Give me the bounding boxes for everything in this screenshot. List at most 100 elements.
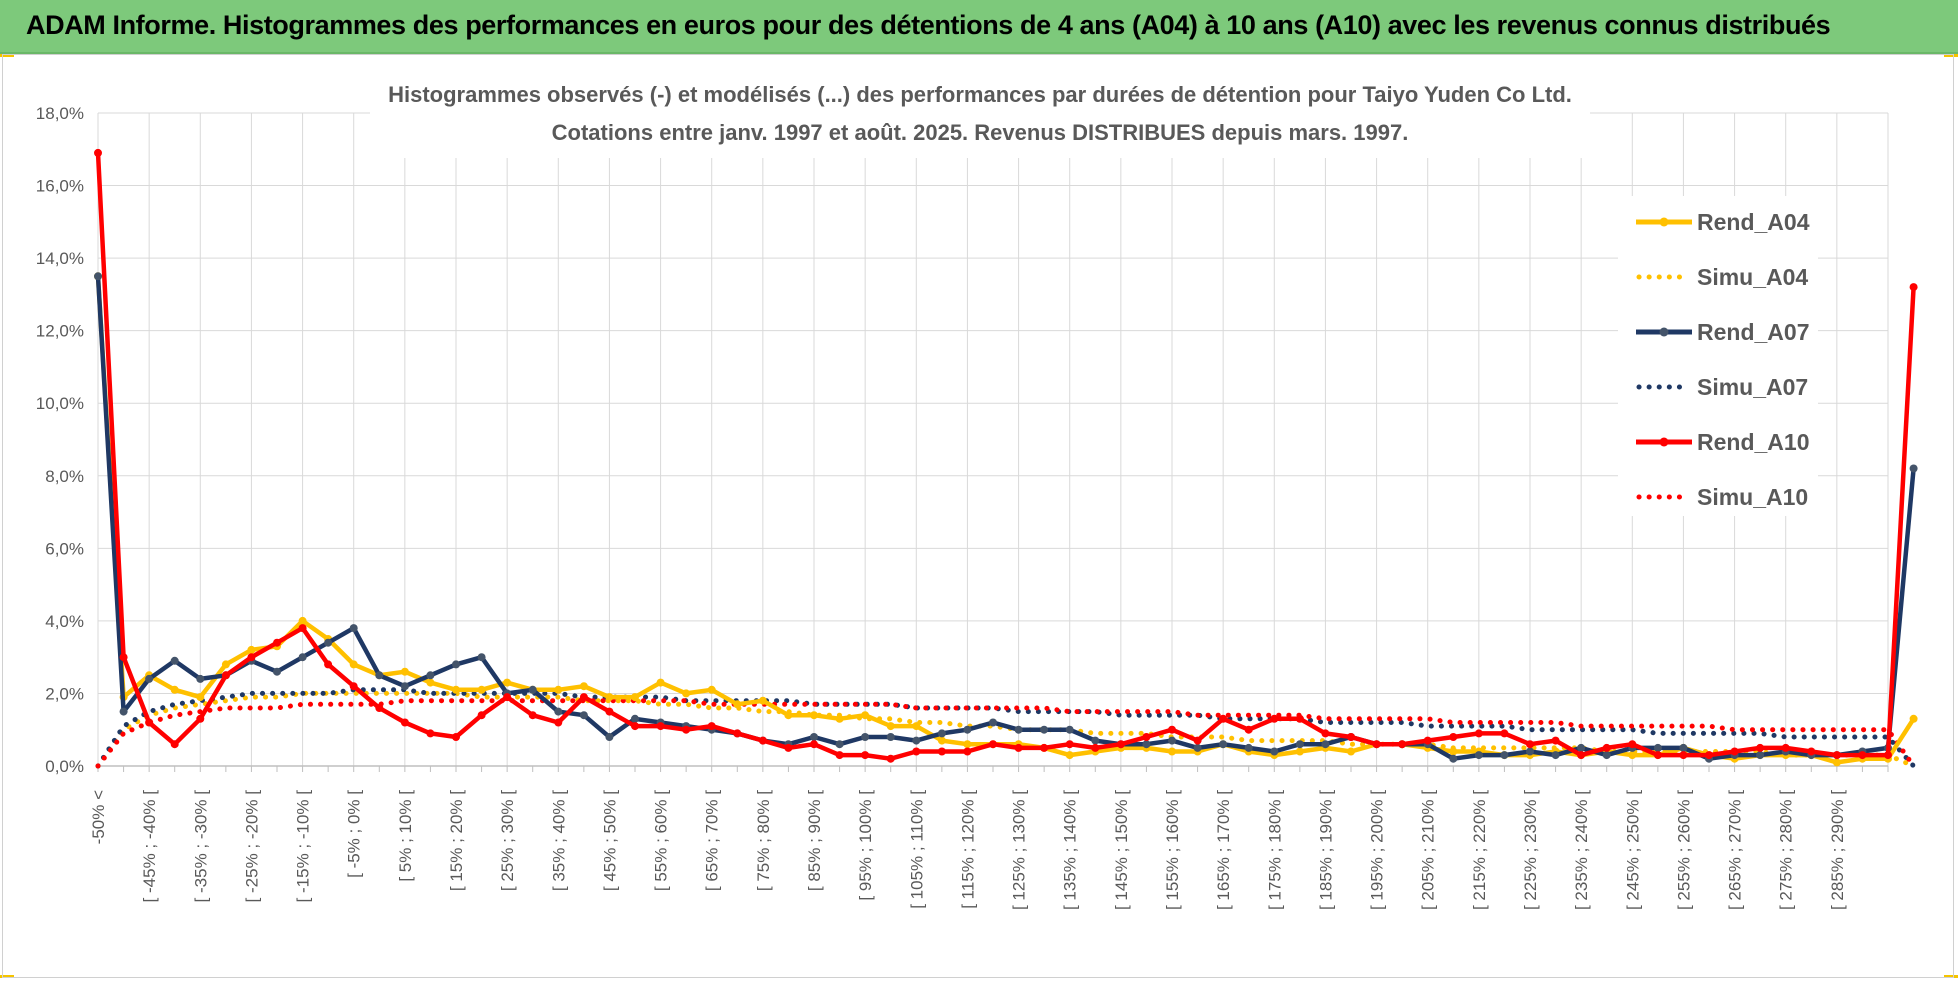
data-point — [784, 743, 793, 752]
legend-label: Rend_A07 — [1697, 319, 1809, 345]
data-point — [1244, 725, 1253, 734]
x-tick-label: [ 175% ; 180% [ — [1265, 790, 1284, 910]
data-point — [349, 624, 358, 633]
x-tick-label: [ 105% ; 110% [ — [907, 790, 926, 909]
series-Rend_A10 — [94, 148, 1918, 763]
data-point — [886, 722, 895, 731]
series-layer — [94, 148, 1918, 769]
data-point — [1116, 740, 1125, 749]
data-point — [452, 685, 460, 694]
data-point — [886, 754, 895, 763]
x-tick-label: [ 195% ; 200% [ — [1368, 790, 1387, 910]
x-tick-label: [ 35% ; 40% [ — [549, 790, 568, 891]
data-point — [1321, 729, 1330, 738]
data-point — [656, 722, 665, 731]
data-point — [196, 714, 205, 723]
corner-mark-top-right — [1944, 54, 1958, 57]
data-point — [503, 678, 512, 687]
data-point — [1858, 751, 1867, 760]
legend-marker — [1659, 327, 1669, 337]
data-point — [554, 685, 563, 694]
chart-frame — [2, 54, 1954, 978]
data-point — [1909, 464, 1918, 473]
x-tick-label: [ 215% ; 220% [ — [1470, 790, 1489, 910]
data-point — [1219, 740, 1228, 749]
corner-mark-bottom-right — [1944, 975, 1958, 978]
data-point — [1653, 751, 1662, 760]
data-point — [1679, 743, 1688, 752]
data-point — [1372, 740, 1381, 749]
legend-label: Simu_A10 — [1697, 484, 1808, 510]
x-tick-label: [ 245% ; 250% [ — [1623, 790, 1642, 910]
data-point — [605, 693, 614, 702]
data-point — [1168, 736, 1176, 745]
x-tick-label: [ 275% ; 280% [ — [1777, 790, 1796, 910]
legend-bg — [1618, 196, 1818, 516]
header-bar: ADAM Informe. Histogrammes des performan… — [0, 0, 1958, 54]
x-tick-label: [ 15% ; 20% [ — [447, 790, 466, 891]
data-point — [554, 707, 563, 716]
page-title: ADAM Informe. Histogrammes des performan… — [26, 10, 1831, 40]
data-point — [1321, 740, 1330, 749]
data-point — [1219, 714, 1228, 723]
data-point — [119, 707, 128, 716]
data-point — [1423, 736, 1432, 745]
data-point — [810, 740, 818, 749]
legend-item-Simu_A07: Simu_A07 — [1636, 374, 1808, 400]
y-axis: 0,0% 2,0% 4,0% 6,0% 8,0% 10,0% 12,0% 14,0% 16,0%… — [36, 104, 84, 776]
data-point — [937, 729, 946, 738]
data-point — [1142, 733, 1151, 741]
data-point — [1065, 725, 1074, 734]
data-point — [1705, 751, 1713, 760]
data-point — [579, 682, 588, 691]
chart-title-line-1: Histogrammes observés (-) et modélisés (… — [388, 82, 1572, 107]
data-point — [452, 733, 460, 741]
data-point — [1014, 725, 1023, 734]
legend: Rend_A04 Simu_A04 Rend_A07 Simu_A07 Rend_A10… — [1618, 196, 1818, 516]
data-point — [707, 685, 716, 694]
data-point — [1168, 725, 1176, 734]
data-point — [1270, 747, 1279, 756]
legend-item-Simu_A10: Simu_A10 — [1636, 484, 1808, 510]
data-point — [1040, 743, 1049, 752]
data-point — [1577, 751, 1586, 760]
data-point — [1168, 747, 1176, 756]
data-point — [324, 660, 333, 669]
data-point — [94, 148, 102, 157]
x-tick-label: [ 145% ; 150% [ — [1112, 790, 1131, 910]
data-point — [1628, 740, 1637, 749]
data-point — [221, 660, 230, 669]
series-line-Simu_A10 — [95, 698, 1917, 769]
data-point — [579, 693, 588, 702]
data-point — [1295, 740, 1304, 749]
data-point — [784, 711, 793, 720]
data-point — [1756, 751, 1765, 760]
data-point — [1449, 747, 1458, 756]
data-point — [375, 704, 384, 712]
data-point — [1653, 743, 1662, 752]
data-point — [656, 678, 665, 687]
data-point — [1091, 743, 1100, 752]
data-point — [963, 725, 972, 734]
data-point — [912, 747, 921, 756]
data-point — [1807, 747, 1816, 756]
x-tick-label: [ -5% ; 0% [ — [345, 790, 364, 878]
data-point — [1347, 733, 1355, 741]
data-point — [1781, 743, 1790, 752]
legend-label: Simu_A04 — [1697, 264, 1808, 290]
legend-marker — [1659, 217, 1669, 227]
data-point — [1628, 751, 1637, 760]
data-point — [477, 685, 486, 694]
data-point — [324, 638, 333, 647]
series-line-Rend_A10 — [95, 152, 1916, 761]
x-tick-label: [ -15% ; -10% [ — [294, 790, 313, 903]
data-point — [426, 678, 435, 687]
data-point — [1347, 747, 1355, 756]
data-point — [1091, 736, 1100, 745]
data-point — [1142, 740, 1151, 749]
series-line-Rend_A07 — [95, 276, 1916, 761]
x-tick-label: [ 205% ; 210% [ — [1419, 790, 1438, 910]
x-tick-label: [ 75% ; 80% [ — [754, 790, 773, 891]
data-point — [1526, 740, 1534, 749]
data-point — [1909, 714, 1918, 723]
